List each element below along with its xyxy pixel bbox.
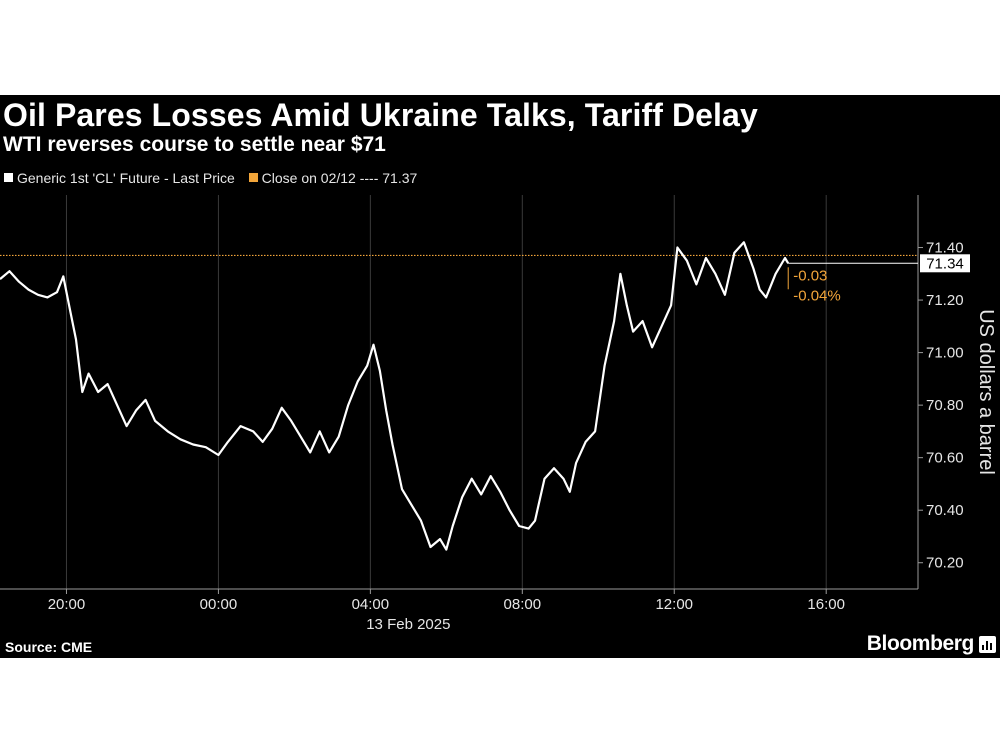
brand-wordmark: Bloomberg [866, 632, 975, 655]
legend-item-price: Generic 1st 'CL' Future - Last Price [4, 170, 235, 186]
y-tick-label: 70.60 [926, 450, 964, 467]
last-value-label: 71.34 [926, 255, 964, 272]
legend-label-close: Close on 02/12 ---- 71.37 [261, 169, 418, 186]
y-tick-label: 70.80 [926, 397, 964, 414]
x-tick-label: 00:00 [200, 596, 238, 613]
x-date-label: 13 Feb 2025 [366, 616, 450, 633]
source-note: Source: CME [5, 639, 93, 655]
chart-panel: Oil Pares Losses Amid Ukraine Talks, Tar… [0, 95, 1000, 658]
y-tick-label: 70.40 [926, 502, 964, 519]
x-tick-label: 12:00 [655, 596, 693, 613]
x-tick-label: 16:00 [807, 596, 845, 613]
x-tick-label: 04:00 [352, 596, 390, 613]
bloomberg-chart-icon [979, 635, 996, 653]
y-tick-label: 71.40 [926, 240, 964, 257]
y-tick-label: 71.20 [926, 292, 964, 309]
legend-label-price: Generic 1st 'CL' Future - Last Price [17, 169, 235, 186]
x-tick-label: 08:00 [504, 596, 542, 613]
y-axis-title: US dollars a barrel [975, 309, 997, 475]
y-tick-label: 71.00 [926, 345, 964, 362]
plot-area: 20:00 00:00 04:00 08:00 12:00 16:00 13 Feb 202… [0, 195, 997, 633]
last-value-box [920, 254, 970, 273]
legend-item-close: Close on 02/12 ---- 71.37 [248, 169, 418, 186]
change-pct-label: -0.04% [793, 287, 841, 304]
brand-logo: Bloomberg [867, 632, 996, 656]
legend-swatch-price [4, 173, 13, 182]
change-abs-label: -0.03 [793, 267, 827, 284]
legend-swatch-close [248, 173, 258, 182]
series-line-price [0, 241, 790, 551]
y-tick-label: 70.20 [926, 555, 964, 572]
chart-subtitle: WTI reverses course to settle near $71 [3, 133, 386, 156]
legend: Generic 1st 'CL' Future - Last Price Clo… [4, 169, 427, 186]
chart-title: Oil Pares Losses Amid Ukraine Talks, Tar… [3, 97, 758, 133]
x-tick-label: 20:00 [48, 596, 86, 613]
